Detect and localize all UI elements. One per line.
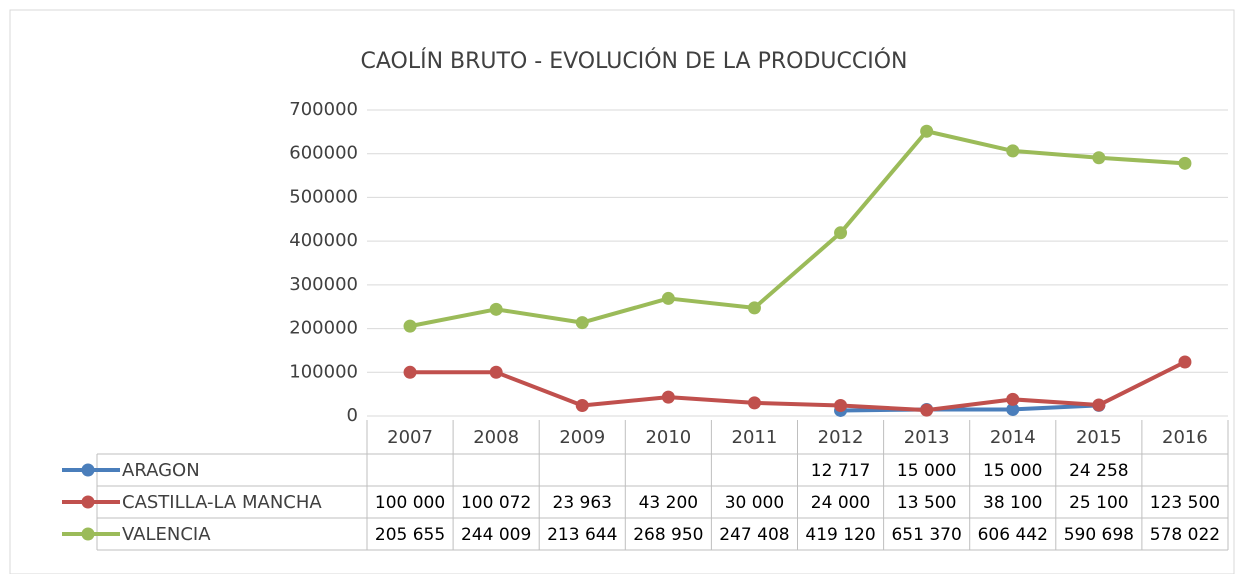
x-tick-label: 2011 <box>732 427 778 448</box>
data-table-cell: 12 717 <box>811 461 870 481</box>
y-tick-label: 600000 <box>289 143 358 164</box>
series-line <box>409 129 1186 329</box>
legend-label: VALENCIA <box>122 524 211 545</box>
point-marker <box>747 396 761 410</box>
x-tick-label: 2014 <box>990 427 1036 448</box>
data-table-cell: 25 100 <box>1069 493 1128 513</box>
legend-label: ARAGON <box>122 460 200 481</box>
point-marker <box>489 302 503 316</box>
legend-marker <box>81 495 95 509</box>
x-tick-label: 2013 <box>904 427 950 448</box>
data-table-cell: 578 022 <box>1150 525 1220 545</box>
x-tick-label: 2010 <box>645 427 691 448</box>
data-table-cell: 15 000 <box>983 461 1042 481</box>
data-table-cell: 100 072 <box>461 493 531 513</box>
y-tick-label: 700000 <box>289 99 358 120</box>
y-tick-label: 0 <box>347 405 358 426</box>
data-table-cell: 23 963 <box>553 493 612 513</box>
point-marker <box>1006 402 1020 416</box>
x-tick-label: 2015 <box>1076 427 1122 448</box>
legend-marker <box>81 463 95 477</box>
data-table-cell: 213 644 <box>547 525 617 545</box>
data-table-cell: 38 100 <box>983 493 1042 513</box>
data-table-cell: 247 408 <box>719 525 789 545</box>
data-table-cell: 268 950 <box>633 525 703 545</box>
point-marker <box>1178 355 1192 369</box>
point-marker <box>1006 144 1020 158</box>
point-marker <box>920 124 934 138</box>
series-line <box>410 360 1186 413</box>
point-marker <box>834 399 848 413</box>
data-table-cell: 606 442 <box>978 525 1048 545</box>
x-tick-label: 2012 <box>818 427 864 448</box>
point-marker <box>489 365 503 379</box>
point-marker <box>1092 151 1106 165</box>
data-table-cell: 590 698 <box>1064 525 1134 545</box>
point-marker <box>1006 392 1020 406</box>
point-marker <box>920 403 934 417</box>
y-tick-label: 200000 <box>289 318 358 339</box>
y-tick-label: 300000 <box>289 274 358 295</box>
data-table-cell: 123 500 <box>1150 493 1220 513</box>
data-table-cell: 205 655 <box>375 525 445 545</box>
data-table-cell: 651 370 <box>891 525 961 545</box>
data-table-cell: 30 000 <box>725 493 784 513</box>
legend-label: CASTILLA-LA MANCHA <box>122 492 322 513</box>
point-marker <box>747 301 761 315</box>
data-table-cell: 100 000 <box>375 493 445 513</box>
point-marker <box>1092 398 1106 412</box>
point-marker <box>575 399 589 413</box>
chart-frame <box>9 9 1235 574</box>
y-tick-label: 500000 <box>289 186 358 207</box>
chart-title: CAOLÍN BRUTO - EVOLUCIÓN DE LA PRODUCCIÓ… <box>361 48 908 74</box>
legend-marker <box>81 527 95 541</box>
x-tick-label: 2009 <box>559 427 605 448</box>
x-tick-label: 2007 <box>387 427 433 448</box>
point-marker <box>1178 156 1192 170</box>
point-marker <box>403 365 417 379</box>
point-marker <box>661 390 675 404</box>
y-tick-label: 100000 <box>289 361 358 382</box>
data-table-cell: 244 009 <box>461 525 531 545</box>
x-tick-label: 2008 <box>473 427 519 448</box>
y-tick-label: 400000 <box>289 230 358 251</box>
point-marker <box>834 226 848 240</box>
series-line <box>840 403 1099 413</box>
point-marker <box>661 291 675 305</box>
data-table-cell: 13 500 <box>897 493 956 513</box>
data-table-cell: 24 258 <box>1069 461 1128 481</box>
x-tick-label: 2016 <box>1162 427 1208 448</box>
point-marker <box>575 316 589 330</box>
data-table-cell: 43 200 <box>639 493 698 513</box>
point-marker <box>403 319 417 333</box>
data-table-cell: 15 000 <box>897 461 956 481</box>
data-table-cell: 419 120 <box>805 525 875 545</box>
data-table-cell: 24 000 <box>811 493 870 513</box>
